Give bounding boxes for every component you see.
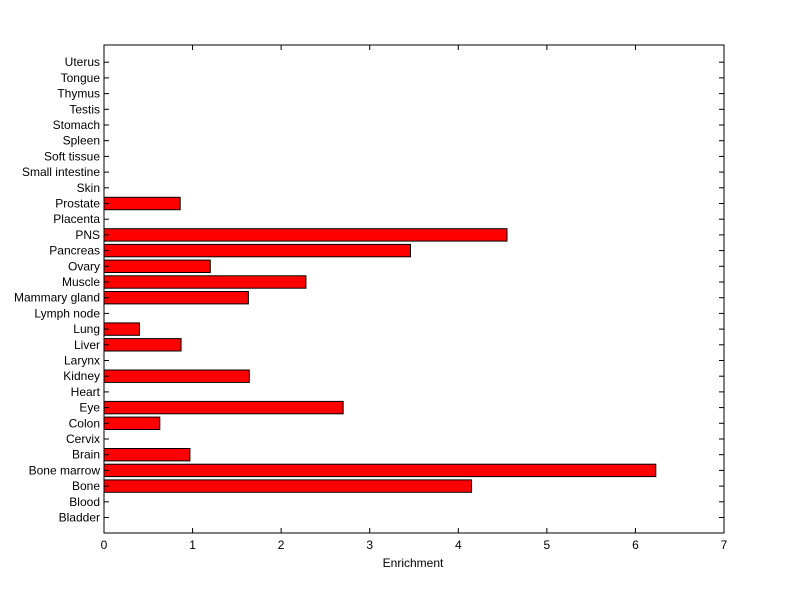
y-tick-label: Thymus <box>57 87 100 101</box>
y-tick-label: Blood <box>69 495 100 509</box>
y-tick-label: Ovary <box>68 259 100 273</box>
y-tick-label: Lymph node <box>34 306 100 320</box>
y-tick-label: Placenta <box>53 212 100 226</box>
y-tick-label: Liver <box>74 338 100 352</box>
y-tick-label: Stomach <box>53 118 100 132</box>
bar <box>103 416 161 431</box>
y-tick-label: Lung <box>73 322 100 336</box>
x-tick-label: 5 <box>544 538 551 552</box>
y-tick-label: Prostate <box>55 197 100 211</box>
bar <box>103 243 411 258</box>
x-axis-label: Enrichment <box>383 556 444 570</box>
y-tick-label: Mammary gland <box>14 291 100 305</box>
bar <box>103 196 181 211</box>
bar <box>103 275 307 289</box>
y-tick-label: Muscle <box>62 275 100 289</box>
y-tick-label: Brain <box>72 448 100 462</box>
bars-group <box>103 196 657 493</box>
x-axis-ticks: 0 1 2 3 4 5 6 7 <box>101 45 728 552</box>
y-tick-label: PNS <box>75 228 100 242</box>
bar <box>103 400 344 415</box>
bar <box>103 322 140 336</box>
y-tick-label: Bone <box>72 479 100 493</box>
y-tick-label: Pancreas <box>49 244 100 258</box>
y-tick-label: Bone marrow <box>29 463 101 477</box>
x-tick-label: 2 <box>278 538 285 552</box>
bar <box>103 228 508 242</box>
bar <box>103 479 473 493</box>
y-tick-label: Uterus <box>65 55 100 69</box>
x-tick-label: 1 <box>189 538 196 552</box>
y-tick-label: Testis <box>69 102 100 116</box>
x-tick-label: 0 <box>101 538 108 552</box>
bar <box>103 259 211 274</box>
y-tick-label: Eye <box>79 401 100 415</box>
bar <box>103 338 182 352</box>
x-tick-label: 7 <box>721 538 728 552</box>
x-tick-label: 3 <box>366 538 373 552</box>
y-tick-label: Small intestine <box>22 165 100 179</box>
bar <box>103 369 250 383</box>
bar <box>103 291 249 305</box>
y-tick-label: Heart <box>71 385 101 399</box>
y-tick-label: Tongue <box>61 71 101 85</box>
x-tick-label: 4 <box>455 538 462 552</box>
y-tick-label: Cervix <box>66 432 100 446</box>
y-tick-label: Skin <box>77 181 100 195</box>
y-tick-label: Larynx <box>64 354 100 368</box>
y-tick-label: Soft tissue <box>44 149 100 163</box>
bar <box>103 463 657 478</box>
y-tick-label: Spleen <box>63 134 100 148</box>
y-tick-label: Colon <box>69 416 100 430</box>
bar <box>103 448 191 462</box>
x-tick-label: 6 <box>632 538 639 552</box>
y-tick-label: Bladder <box>59 511 100 525</box>
plot-area-frame <box>103 44 725 534</box>
y-tick-label: Kidney <box>63 369 100 383</box>
